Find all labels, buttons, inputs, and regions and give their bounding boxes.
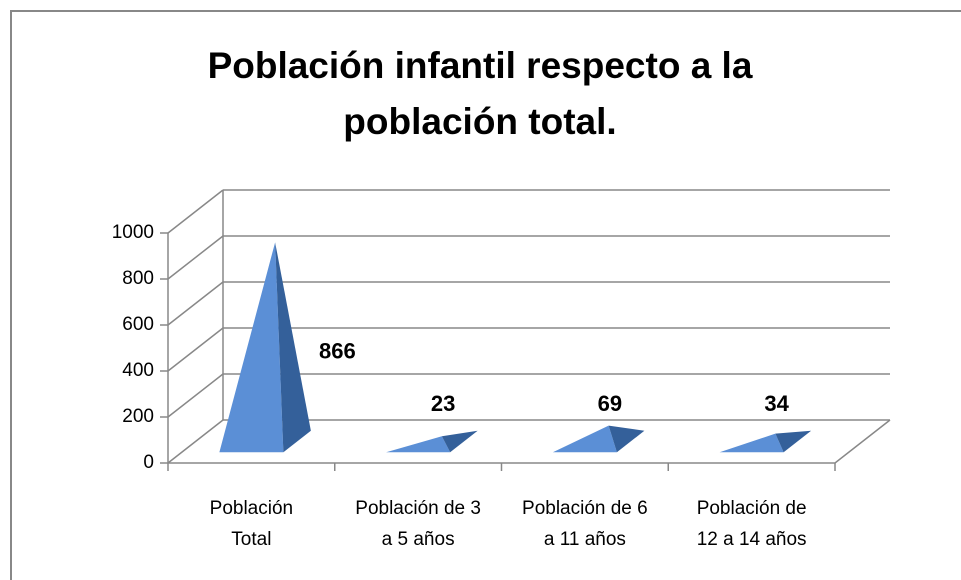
y-tick-label: 0 [143, 452, 154, 473]
value-label: 69 [598, 391, 622, 416]
page: Población infantil respecto a la poblaci… [0, 0, 961, 580]
value-label: 34 [764, 391, 789, 416]
x-tick-label: Población de 3 [355, 498, 481, 519]
y-tick-label: 400 [122, 360, 154, 381]
x-tick-label: 12 a 14 años [697, 529, 807, 550]
x-tick-label: a 11 años [544, 529, 626, 550]
pyramid-front [219, 242, 283, 452]
pyramid-front [386, 436, 450, 452]
y-tick-label: 800 [122, 268, 154, 289]
x-tick-label: Población [210, 498, 293, 519]
grid-line [168, 190, 223, 233]
value-label: 23 [431, 391, 455, 416]
value-label: 866 [319, 338, 356, 363]
chart: 02004006008001000PoblaciónTotal866Poblac… [0, 0, 961, 580]
y-tick-label: 200 [122, 406, 154, 427]
grid-line [168, 420, 223, 463]
x-tick-label: Total [231, 529, 271, 550]
y-tick-label: 600 [122, 314, 154, 335]
pyramid-front [553, 426, 617, 453]
x-tick-label: Población de 6 [522, 498, 648, 519]
y-tick-label: 1000 [112, 222, 154, 243]
grid-line [168, 328, 223, 371]
x-tick-label: Población de [697, 498, 807, 519]
pyramid-front [720, 434, 784, 453]
grid-line [168, 282, 223, 325]
grid-line [168, 374, 223, 417]
grid-line [168, 236, 223, 279]
x-tick-label: a 5 años [382, 529, 455, 550]
